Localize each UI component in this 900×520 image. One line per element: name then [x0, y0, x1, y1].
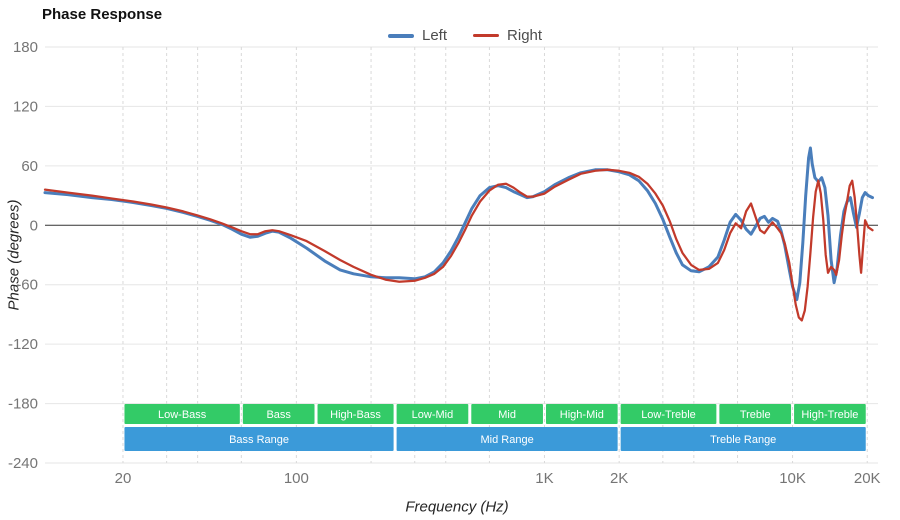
band-label-low-bass: Low-Bass	[158, 409, 207, 421]
chart-title: Phase Response	[42, 6, 163, 23]
band-low-mid	[396, 404, 469, 424]
left-series-swatch	[388, 33, 414, 38]
y-tick-label: -240	[8, 455, 38, 472]
band-label-bass: Bass	[266, 409, 291, 421]
range-band-label-treble-range: Treble Range	[710, 434, 776, 446]
legend: Left Right	[388, 27, 542, 44]
legend-label-left: Left	[422, 27, 448, 44]
band-label-high-mid: High-Mid	[560, 409, 604, 421]
band-treble	[719, 404, 792, 424]
band-low-treble	[620, 404, 717, 424]
band-high-treble	[794, 404, 866, 424]
x-tick-label: 1K	[535, 470, 553, 487]
y-tick-label: 60	[21, 158, 38, 175]
y-tick-label: 120	[13, 98, 38, 115]
band-high-mid	[545, 404, 618, 424]
y-tick-label: 180	[13, 39, 38, 56]
legend-item-left[interactable]: Left	[388, 27, 447, 44]
legend-item-right[interactable]: Right	[473, 27, 542, 44]
series-line-right	[43, 168, 874, 322]
band-high-bass	[317, 404, 394, 424]
x-axis-title: Frequency (Hz)	[405, 498, 509, 516]
range-band-label-bass-range: Bass Range	[229, 434, 289, 446]
x-tick-label: 10K	[779, 470, 806, 487]
range-band-treble-range	[620, 427, 866, 451]
band-label-low-treble: Low-Treble	[641, 409, 696, 421]
band-label-high-treble: High-Treble	[801, 409, 858, 421]
range-band-bass-range	[124, 427, 394, 451]
band-label-low-mid: Low-Mid	[412, 409, 454, 421]
band-bass	[242, 404, 315, 424]
y-tick-label: 0	[30, 217, 38, 234]
y-tick-label: -120	[8, 336, 38, 353]
band-mid	[471, 404, 543, 424]
series-line-left	[43, 146, 874, 302]
band-label-treble: Treble	[740, 409, 771, 421]
right-series-swatch	[473, 34, 500, 37]
band-label-high-bass: High-Bass	[330, 409, 381, 421]
x-tick-label: 20	[115, 470, 132, 487]
x-tick-label: 20K	[854, 470, 881, 487]
range-band-mid-range	[396, 427, 618, 451]
x-tick-label: 100	[284, 470, 309, 487]
band-label-mid: Mid	[498, 409, 516, 421]
range-band-label-mid-range: Mid Range	[481, 434, 534, 446]
y-tick-label: -60	[16, 277, 38, 294]
x-tick-label: 2K	[610, 470, 628, 487]
band-low-bass	[124, 404, 240, 424]
y-tick-label: -180	[8, 396, 38, 413]
legend-label-right: Right	[507, 27, 543, 44]
